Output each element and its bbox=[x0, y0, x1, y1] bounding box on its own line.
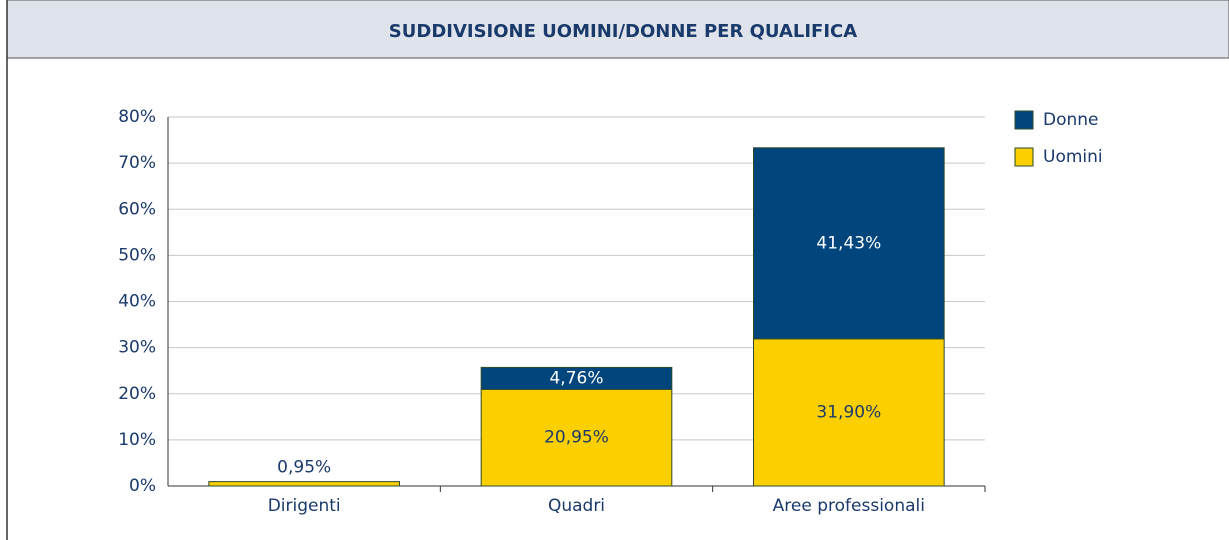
y-tick-label: 70% bbox=[118, 153, 156, 173]
data-label: 41,43% bbox=[816, 233, 881, 253]
y-tick-label: 60% bbox=[118, 199, 156, 219]
legend-swatch bbox=[1014, 110, 1034, 130]
y-tick-label: 40% bbox=[118, 292, 156, 312]
header-band bbox=[6, 0, 1229, 59]
bar-segment bbox=[753, 147, 945, 340]
bar-segment bbox=[208, 481, 400, 487]
y-tick-label: 80% bbox=[118, 107, 156, 127]
legend-label: Uomini bbox=[1043, 147, 1103, 167]
y-tick-label: 50% bbox=[118, 245, 156, 265]
data-label: 20,95% bbox=[544, 428, 609, 448]
legend-label: Donne bbox=[1043, 110, 1099, 130]
x-tick-label: Aree professionali bbox=[773, 496, 925, 516]
legend-swatch bbox=[1014, 147, 1034, 167]
bar-segment bbox=[480, 388, 673, 487]
chart-title: SUDDIVISIONE UOMINI/DONNE PER QUALIFICA bbox=[389, 21, 857, 42]
data-label: 4,76% bbox=[549, 368, 603, 388]
x-tick-label: Dirigenti bbox=[268, 496, 341, 516]
y-tick-label: 10% bbox=[118, 430, 156, 450]
data-label: 31,90% bbox=[816, 402, 881, 422]
bar-segment bbox=[480, 366, 673, 390]
data-label: 0,95% bbox=[277, 458, 331, 478]
y-tick-label: 0% bbox=[129, 476, 156, 496]
x-tick-label: Quadri bbox=[548, 496, 605, 516]
y-tick-label: 20% bbox=[118, 384, 156, 404]
y-tick-label: 30% bbox=[118, 338, 156, 358]
